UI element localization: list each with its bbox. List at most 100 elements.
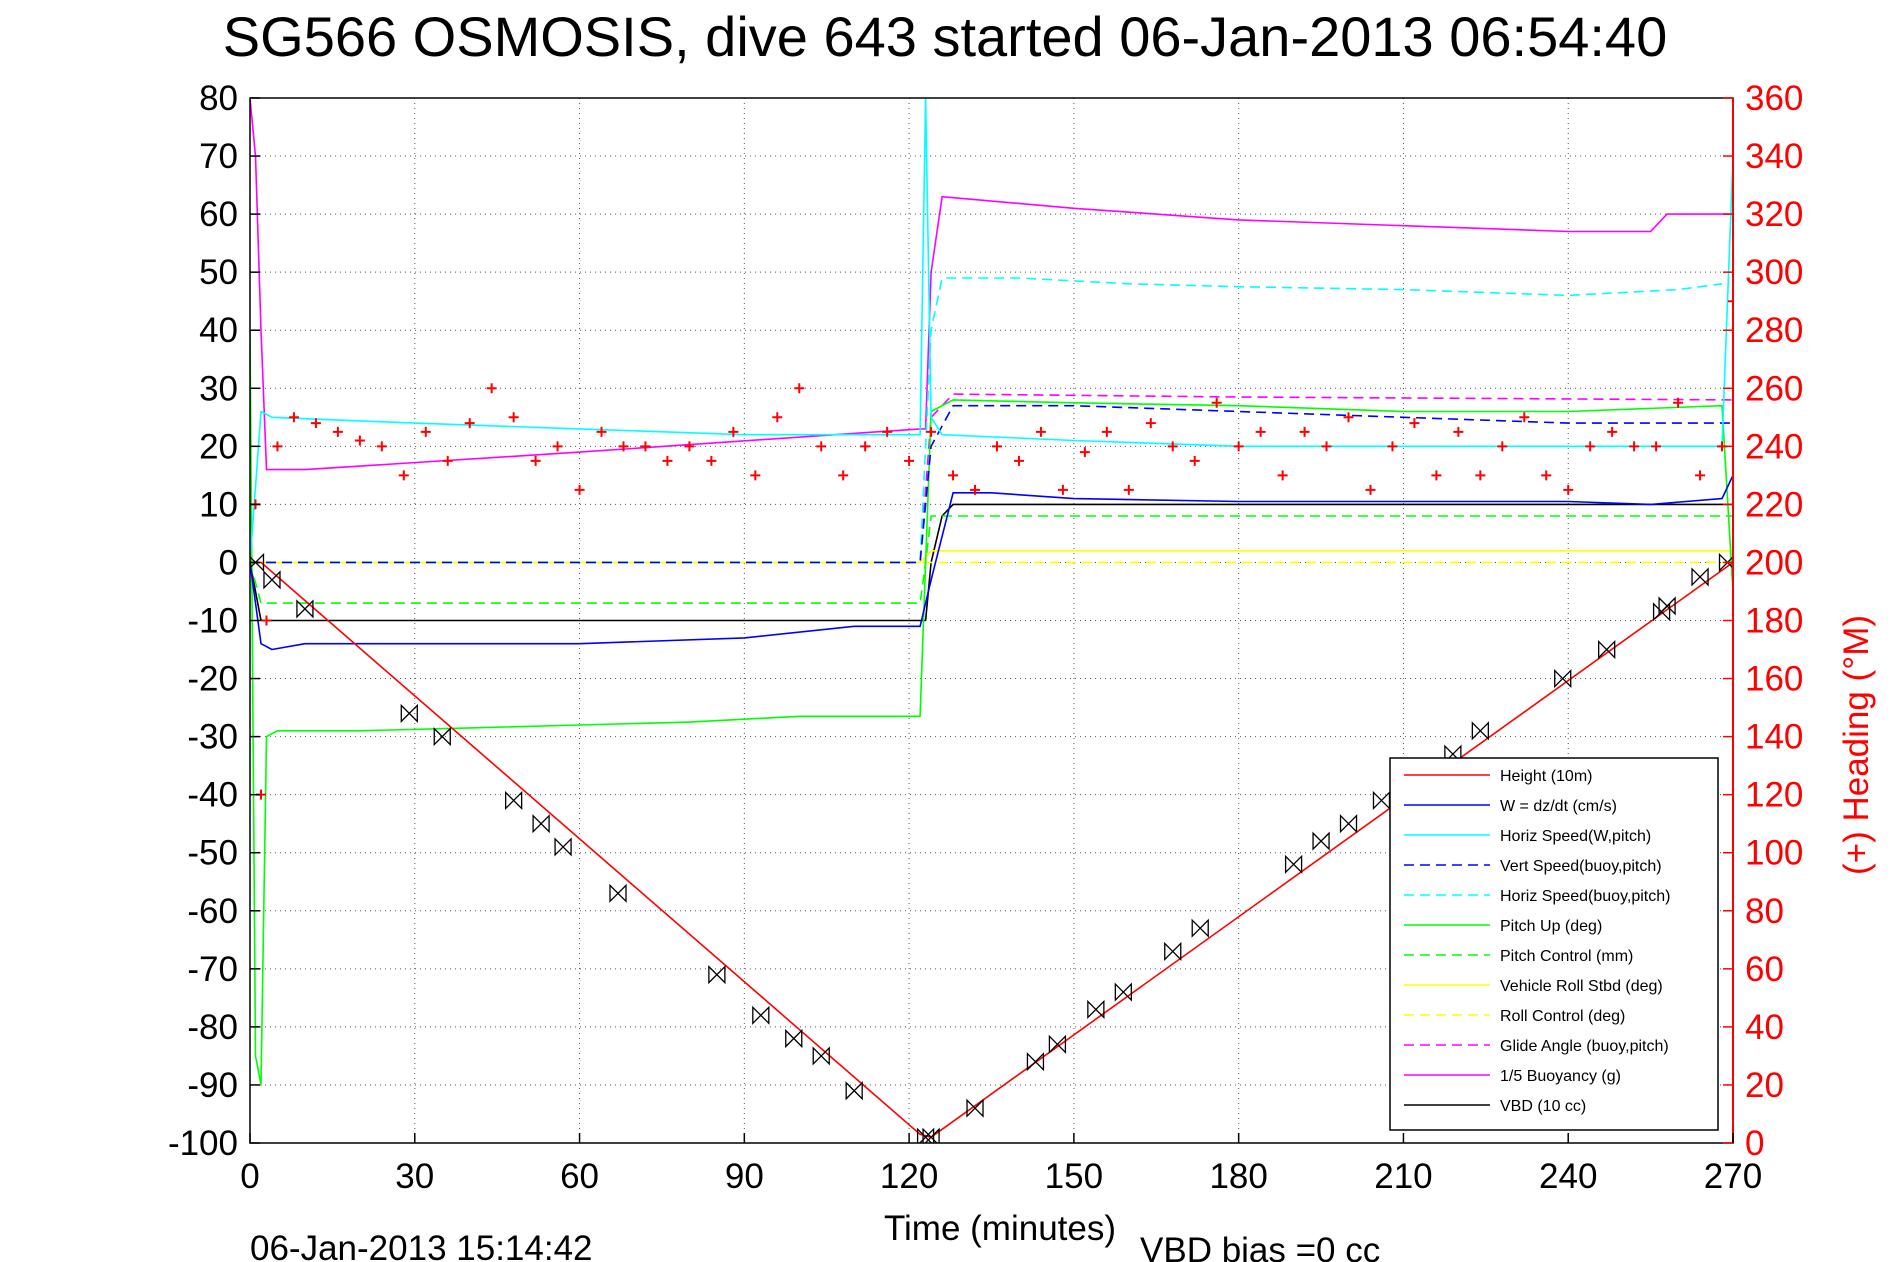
heading-point xyxy=(1189,455,1200,466)
heading-point xyxy=(728,426,739,437)
plot-area: 80706050403020100-10-20-30-40-50-60-70-8… xyxy=(168,79,1803,1196)
y2-tick-label: 340 xyxy=(1745,137,1803,176)
heading-point xyxy=(772,412,783,423)
sample-marker xyxy=(1444,744,1462,764)
series-line-1-5-buoyancy-g xyxy=(250,98,1733,471)
x-tick-label: 180 xyxy=(1209,1157,1267,1196)
heading-point xyxy=(991,441,1002,452)
y-tick-label: 40 xyxy=(199,311,238,350)
sample-marker xyxy=(504,790,523,811)
sample-marker xyxy=(554,837,572,857)
y-tick-label: -40 xyxy=(187,776,238,815)
y-tick-label: 0 xyxy=(219,543,238,582)
y2-tick-label: 120 xyxy=(1745,776,1803,815)
legend-entry-label: Horiz Speed(buoy,pitch) xyxy=(1500,888,1670,905)
y-tick-label: 80 xyxy=(199,79,238,118)
heading-point xyxy=(1123,484,1134,495)
heading-point xyxy=(552,441,563,452)
heading-point xyxy=(398,470,409,481)
x-axis: 0 30 60 90 120 150 180 210 240 270 xyxy=(240,1133,1762,1196)
series-line-vert-speed-buoy-pitch xyxy=(250,404,1733,564)
y-tick-label: -10 xyxy=(187,602,238,641)
y-axis-left: 80 70 60 50 40 30 20 10 0 -10 -20 -30 -40 -50 -60 -70 -8… xyxy=(168,79,260,1163)
heading-point xyxy=(1497,441,1508,452)
y2-tick-label: 280 xyxy=(1745,311,1803,350)
sample-marker xyxy=(263,570,281,590)
sample-marker xyxy=(966,1098,984,1118)
heading-point xyxy=(882,426,893,437)
legend-entry-label: Pitch Up (deg) xyxy=(1500,918,1602,935)
heading-point xyxy=(1277,470,1288,481)
heading-point xyxy=(1629,441,1640,452)
y2-tick-label: 40 xyxy=(1745,1008,1784,1047)
heading-point xyxy=(1035,426,1046,437)
heading-point xyxy=(1211,397,1222,408)
heading-point xyxy=(1673,397,1684,408)
heading-point xyxy=(1321,441,1332,452)
sample-marker xyxy=(812,1046,830,1066)
legend-entry-label: Horiz Speed(W,pitch) xyxy=(1500,828,1651,845)
heading-point xyxy=(596,426,607,437)
heading-point xyxy=(1255,426,1266,437)
y2-tick-label: 140 xyxy=(1745,718,1803,757)
heading-point xyxy=(706,455,717,466)
heading-point xyxy=(794,383,805,394)
heading-point xyxy=(1013,455,1024,466)
heading-point xyxy=(1101,426,1112,437)
sample-marker xyxy=(845,1081,863,1101)
heading-point xyxy=(508,412,519,423)
legend-entry-label: Vehicle Roll Stbd (deg) xyxy=(1500,978,1663,995)
legend-entry-label: Glide Angle (buoy,pitch) xyxy=(1500,1038,1669,1055)
y-tick-label: 60 xyxy=(199,195,238,234)
sample-marker xyxy=(1164,941,1182,961)
series-line-w-dz-dt-cm-s xyxy=(250,475,1733,651)
y-tick-label: 10 xyxy=(199,485,238,524)
y2-tick-label: 80 xyxy=(1745,892,1784,931)
series-line-pitch-control-mm xyxy=(250,515,1733,604)
sample-marker xyxy=(1554,668,1572,689)
heading-point xyxy=(838,470,849,481)
heading-point xyxy=(1519,412,1530,423)
heading-point xyxy=(640,441,651,452)
y2-axis-label: (+) Heading (°M) xyxy=(1837,615,1876,875)
sample-marker xyxy=(1598,639,1616,660)
legend-entry-label: 1/5 Buoyancy (g) xyxy=(1500,1068,1621,1085)
heading-point xyxy=(1387,441,1398,452)
series-line-vbd-10-cc xyxy=(250,503,1733,622)
sample-marker xyxy=(1087,999,1105,1020)
y-tick-label: -90 xyxy=(187,1066,238,1105)
heading-point xyxy=(1079,447,1090,458)
sample-marker xyxy=(1191,918,1209,938)
legend-entry-label: Vert Speed(buoy,pitch) xyxy=(1500,858,1662,875)
sample-marker xyxy=(708,965,726,985)
y2-tick-label: 60 xyxy=(1745,950,1784,989)
sample-marker xyxy=(296,599,314,619)
heading-point xyxy=(288,412,299,423)
sample-marker xyxy=(1718,552,1733,573)
sample-marker xyxy=(1691,567,1709,587)
heading-point xyxy=(618,441,629,452)
sample-marker xyxy=(1284,854,1303,874)
x-tick-label: 150 xyxy=(1045,1157,1103,1196)
sample-marker xyxy=(1312,831,1330,851)
heading-point xyxy=(1728,296,1733,307)
y2-tick-label: 300 xyxy=(1745,253,1803,292)
heading-point xyxy=(310,418,321,429)
y2-tick-label: 220 xyxy=(1745,485,1803,524)
sample-marker xyxy=(1114,982,1132,1002)
legend-box xyxy=(1389,757,1719,1131)
sample-marker xyxy=(785,1028,803,1049)
heading-point xyxy=(1145,418,1156,429)
heading-point xyxy=(1695,470,1706,481)
heading-point xyxy=(272,441,283,452)
y2-tick-label: 0 xyxy=(1745,1124,1764,1163)
legend: Height (10m) W = dz/dt (cm/s) Horiz Speed(… xyxy=(1389,757,1719,1131)
heading-point xyxy=(1299,426,1310,437)
heading-point xyxy=(530,455,541,466)
legend-entry-label: VBD (10 cc) xyxy=(1500,1098,1586,1115)
heading-point xyxy=(1409,418,1420,429)
sample-marker xyxy=(532,814,550,834)
sample-marker xyxy=(752,1005,770,1025)
heading-point xyxy=(332,426,343,437)
